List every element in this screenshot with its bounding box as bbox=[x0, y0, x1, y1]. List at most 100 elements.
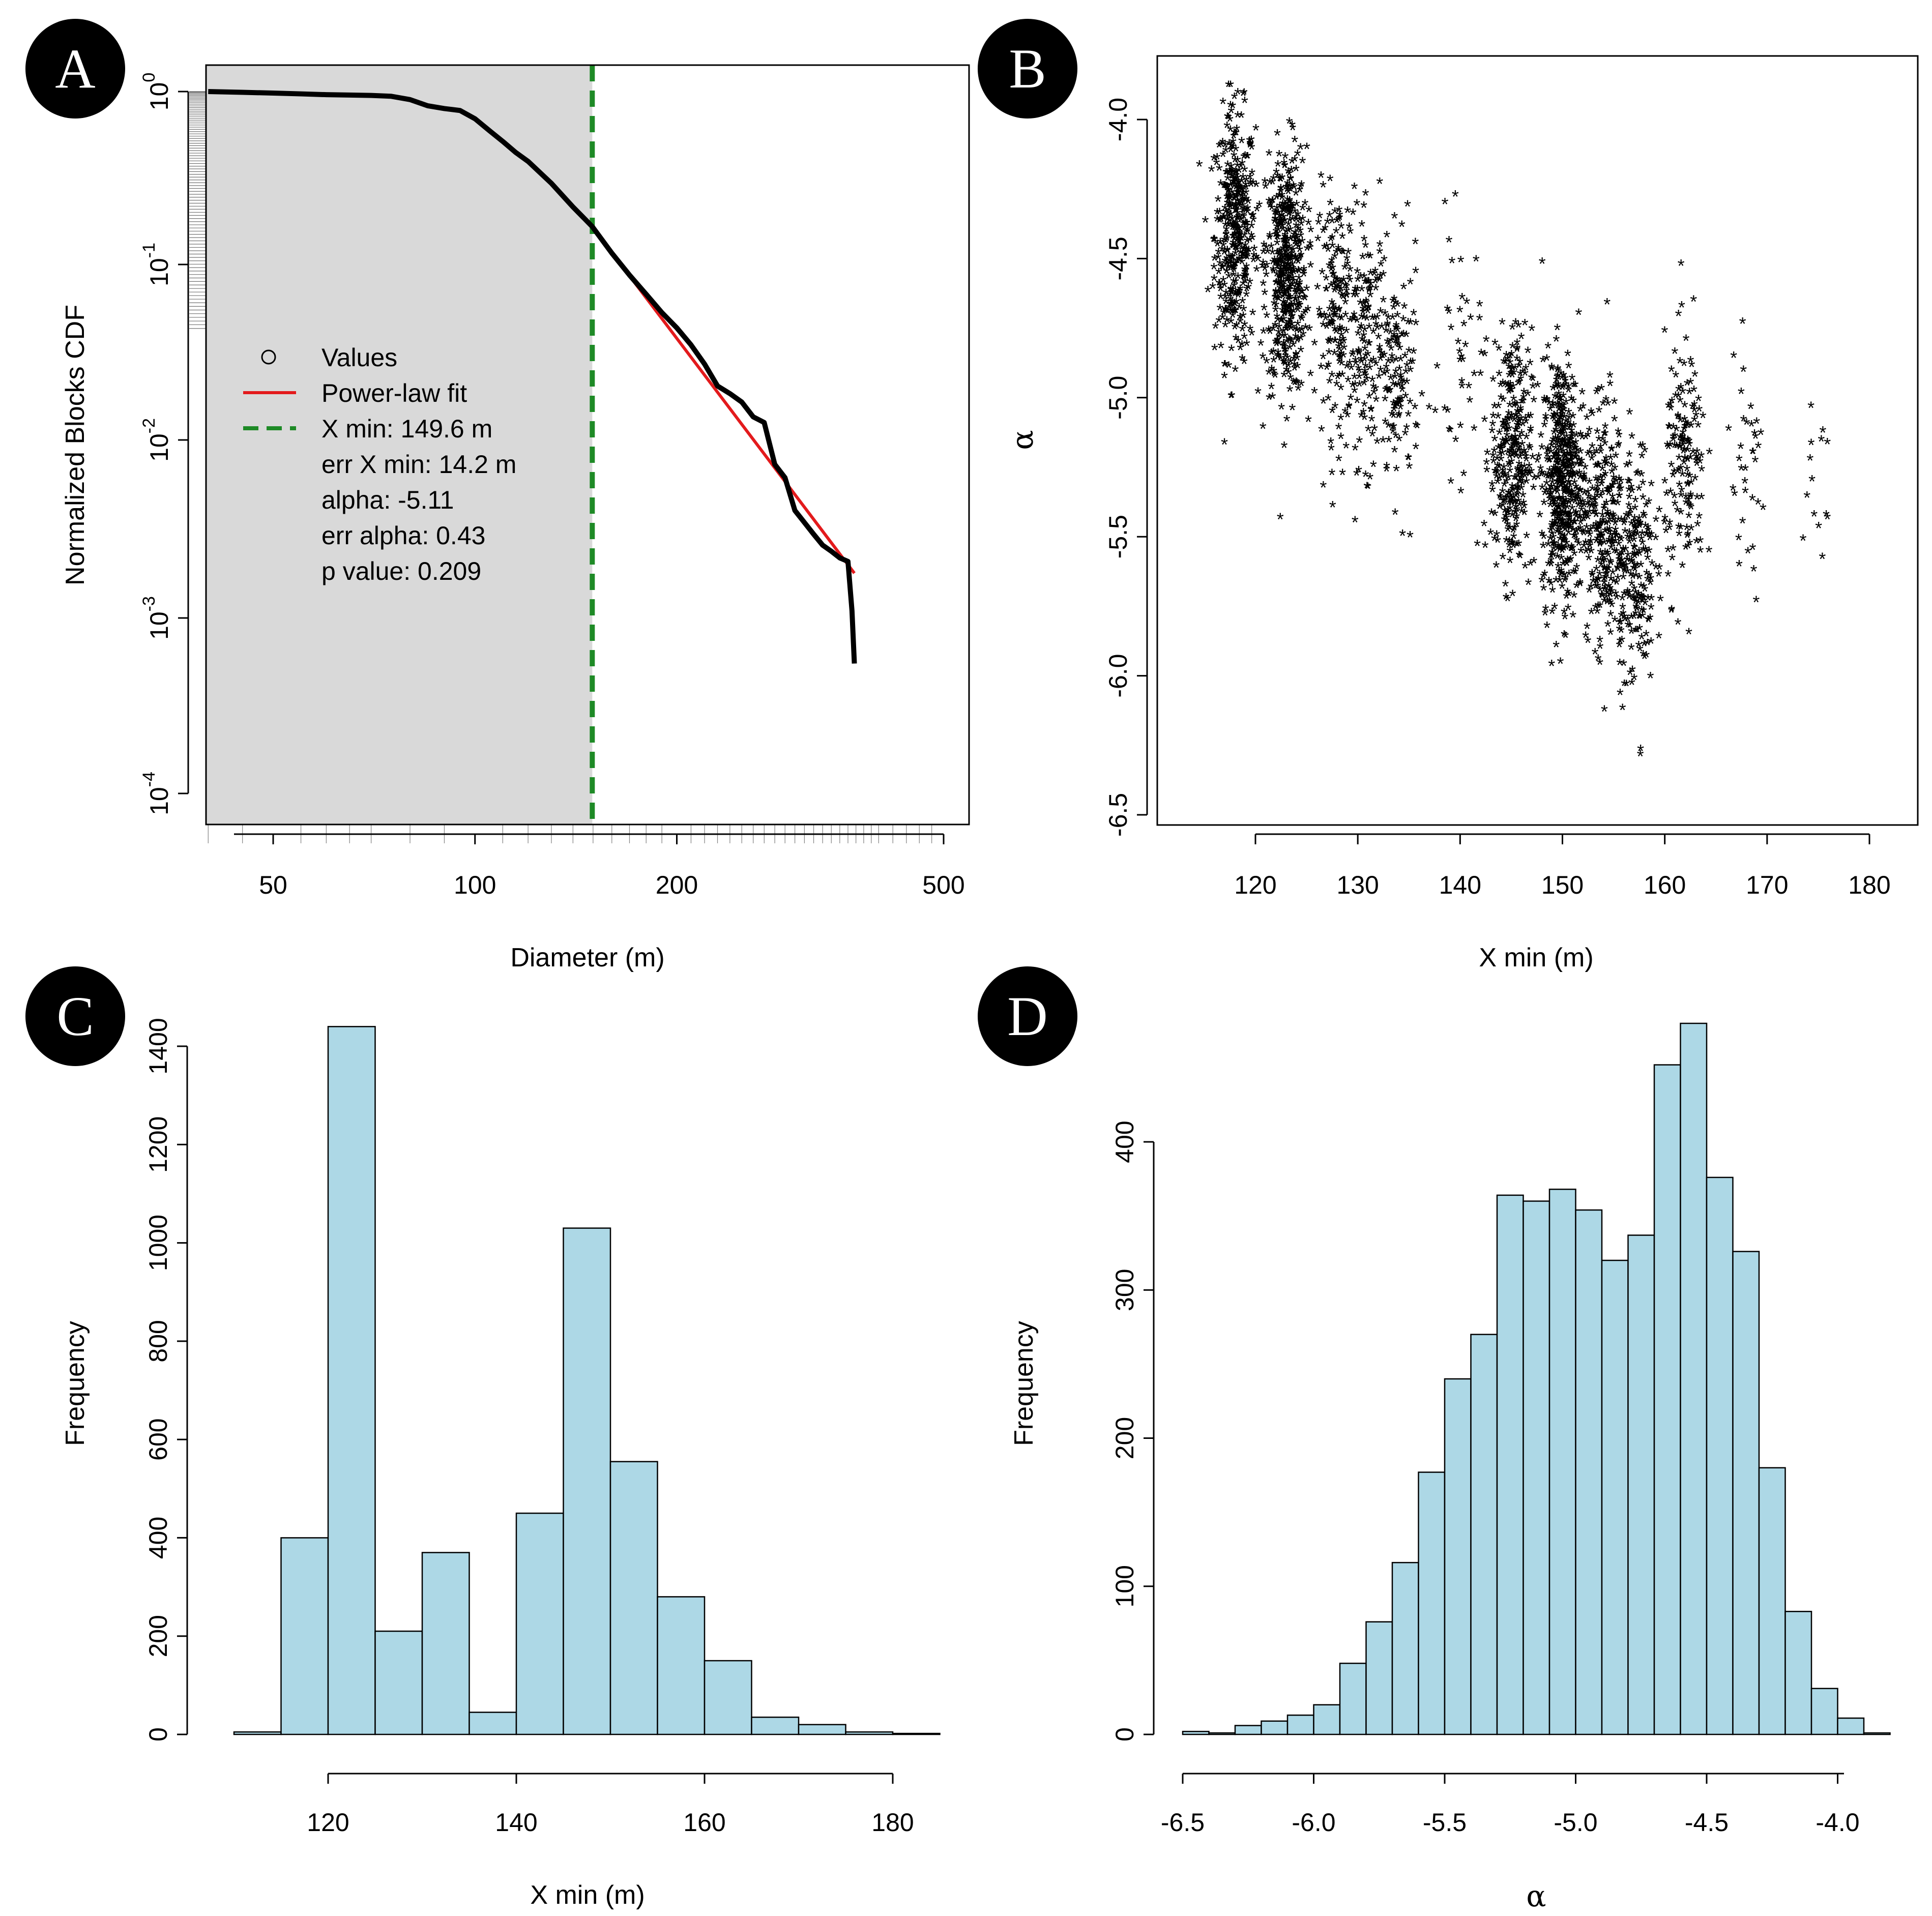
panel-b-point: * bbox=[1373, 270, 1381, 291]
panel-d-x-tick-label: -6.5 bbox=[1161, 1808, 1205, 1837]
panel-b-point: * bbox=[1234, 241, 1241, 262]
panel-a-y-tick-label: 100 bbox=[139, 73, 173, 111]
panel-b-point: * bbox=[1225, 76, 1232, 97]
panel-b-point: * bbox=[1249, 230, 1256, 251]
panel-b-y-ticks: -4.0 -4.5 -5.0 -5.5 -6.0 -6.5 bbox=[1104, 98, 1147, 837]
panel-d-bar bbox=[1732, 1251, 1760, 1735]
panel-b-point: * bbox=[1412, 263, 1419, 284]
panel-b-x-tick-label: 180 bbox=[1848, 871, 1890, 899]
panel-b-point: * bbox=[1225, 135, 1233, 156]
panel-b-point: * bbox=[1222, 293, 1230, 314]
panel-b-point: * bbox=[1624, 473, 1631, 494]
panel-b-point: * bbox=[1559, 403, 1566, 424]
panel-b-point: * bbox=[1225, 187, 1232, 208]
panel-b-point: * bbox=[1546, 487, 1553, 508]
panel-b-point: * bbox=[1220, 237, 1227, 258]
panel-b-point: * bbox=[1330, 305, 1337, 326]
panel-b-point: * bbox=[1236, 162, 1243, 183]
panel-b-point: * bbox=[1234, 215, 1241, 235]
panel-d-bar bbox=[1810, 1688, 1838, 1735]
panel-b-point: * bbox=[1236, 283, 1243, 304]
panel-b-point: * bbox=[1628, 428, 1635, 449]
panel-b-point: * bbox=[1271, 296, 1278, 316]
panel-c-bar bbox=[657, 1596, 706, 1735]
panel-b-point: * bbox=[1286, 192, 1293, 213]
panel-c-y-axis-label: Frequency bbox=[61, 1321, 90, 1446]
panel-b-point: * bbox=[1307, 239, 1314, 260]
panel-b-point: * bbox=[1586, 535, 1593, 556]
panel-b-point: * bbox=[1487, 524, 1494, 545]
panel-b-point: * bbox=[1526, 466, 1533, 487]
panel-b-point: * bbox=[1215, 312, 1222, 333]
panel-b-point: * bbox=[1253, 261, 1260, 282]
panel-b-point: * bbox=[1231, 191, 1238, 212]
panel-b-point: * bbox=[1460, 316, 1468, 337]
panel-b-point: * bbox=[1243, 232, 1250, 253]
panel-b-point: * bbox=[1543, 617, 1550, 638]
panel-b-point: * bbox=[1620, 569, 1627, 589]
panel-d-bar bbox=[1234, 1725, 1262, 1735]
panel-b-point: * bbox=[1738, 384, 1745, 404]
panel-c-y-tick-label: 0 bbox=[144, 1727, 172, 1742]
panel-b-point: * bbox=[1228, 387, 1236, 408]
panel-b-point: * bbox=[1270, 352, 1277, 373]
panel-b-point: * bbox=[1227, 388, 1235, 408]
panel-b-point: * bbox=[1483, 332, 1490, 352]
panel-b-point: * bbox=[1499, 483, 1506, 504]
panel-b-point: * bbox=[1474, 536, 1481, 556]
panel-b-point: * bbox=[1364, 478, 1371, 499]
panel-b-point: * bbox=[1400, 374, 1408, 395]
panel-b-point: * bbox=[1557, 653, 1564, 674]
panel-b-point: * bbox=[1584, 618, 1591, 639]
panel-b-point: * bbox=[1382, 391, 1389, 412]
panel-b-point: * bbox=[1741, 473, 1748, 494]
panel-b-point: * bbox=[1223, 263, 1230, 284]
panel-b-point: * bbox=[1244, 148, 1251, 169]
panel-b-point: * bbox=[1251, 241, 1258, 261]
panel-b-point: * bbox=[1217, 136, 1224, 157]
panel-b-point: * bbox=[1676, 353, 1683, 374]
panel-b-point: * bbox=[1641, 508, 1648, 529]
panel-b-point: * bbox=[1354, 263, 1361, 284]
panel-b-point: * bbox=[1499, 463, 1506, 484]
panel-b-point: * bbox=[1241, 248, 1248, 269]
panel-b-point: * bbox=[1677, 487, 1684, 508]
panel-b-point: * bbox=[1233, 294, 1240, 315]
panel-b-point: * bbox=[1242, 267, 1249, 288]
panel-b-point: * bbox=[1643, 626, 1650, 647]
panel-b-point: * bbox=[1230, 234, 1237, 255]
panel-b-point: * bbox=[1706, 444, 1713, 465]
panel-b-point: * bbox=[1818, 431, 1825, 452]
panel-b-point: * bbox=[1276, 213, 1283, 233]
panel-a-y-tick-label: 10-4 bbox=[139, 772, 173, 815]
panel-b-point: * bbox=[1412, 315, 1419, 336]
panel-b-point: * bbox=[1246, 169, 1253, 190]
panel-b-point: * bbox=[1677, 460, 1684, 481]
panel-b-point: * bbox=[1237, 244, 1244, 265]
panel-b-scatter-plot: *********************** **** *************… bbox=[978, 19, 1919, 972]
panel-b-point: * bbox=[1483, 454, 1490, 475]
panel-b-point: * bbox=[1753, 414, 1760, 434]
panel-c-y-tick-label: 200 bbox=[144, 1615, 172, 1657]
panel-b-point: * bbox=[1228, 341, 1235, 362]
panel-b-point: * bbox=[1234, 205, 1241, 226]
panel-b-point: * bbox=[1344, 407, 1351, 428]
panel-b-point: * bbox=[1694, 516, 1701, 537]
panel-c-x-tick-label: 120 bbox=[307, 1808, 349, 1837]
panel-b-point: * bbox=[1227, 76, 1234, 97]
panel-b-point: * bbox=[1204, 282, 1211, 303]
panel-b-point: * bbox=[1502, 508, 1509, 529]
panel-d-bar bbox=[1653, 1064, 1681, 1735]
panel-b-point: * bbox=[1506, 553, 1513, 574]
panel-b-point: * bbox=[1266, 145, 1273, 166]
panel-a-y-axis-label: Normalized Blocks CDF bbox=[61, 305, 90, 585]
panel-b-point: * bbox=[1616, 655, 1623, 675]
panel-c-badge-letter: C bbox=[56, 985, 94, 1047]
panel-b-point: * bbox=[1261, 300, 1268, 321]
panel-a-below-xmin-shading bbox=[206, 65, 593, 824]
panel-a-cdf-plot: 50 100 200 500 100 10-1 10-2 10-3 10-4 D… bbox=[25, 19, 970, 972]
panel-b-point: * bbox=[1227, 206, 1235, 227]
legend-annotation-p-value: p value: 0.209 bbox=[321, 557, 481, 585]
panel-b-point: * bbox=[1684, 375, 1691, 396]
panel-c-bar bbox=[421, 1552, 470, 1735]
